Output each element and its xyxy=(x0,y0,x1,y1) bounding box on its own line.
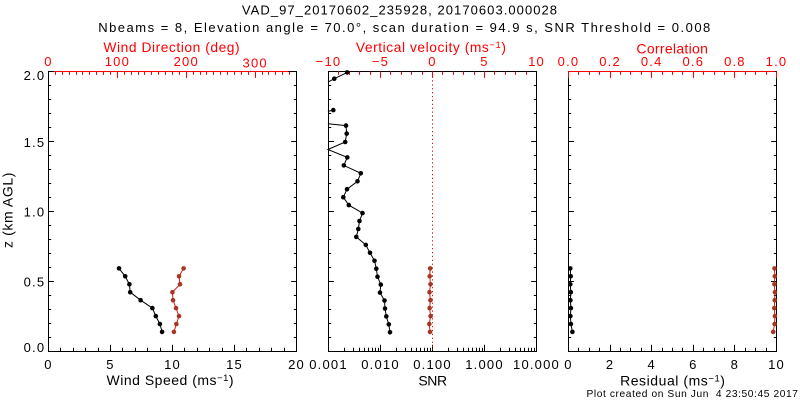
svg-text:20: 20 xyxy=(288,357,305,372)
svg-text:0: 0 xyxy=(428,54,436,69)
svg-text:Correlation: Correlation xyxy=(636,41,708,57)
svg-text:5: 5 xyxy=(106,357,114,372)
svg-text:200: 200 xyxy=(174,54,199,69)
svg-text:300: 300 xyxy=(243,56,268,71)
svg-text:1.5: 1.5 xyxy=(24,135,46,150)
svg-text:8: 8 xyxy=(731,357,739,372)
svg-text:0.001: 0.001 xyxy=(309,357,348,372)
svg-text:10: 10 xyxy=(528,54,545,69)
svg-text:VAD_97_20170602_235928, 201706: VAD_97_20170602_235928, 20170603.000028 xyxy=(242,2,558,17)
svg-text:SNR: SNR xyxy=(418,373,447,389)
svg-text:1.0: 1.0 xyxy=(766,54,788,69)
svg-text:Wind Direction (deg): Wind Direction (deg) xyxy=(103,40,240,55)
svg-text:z (km AGL): z (km AGL) xyxy=(0,172,16,248)
svg-text:0.0: 0.0 xyxy=(24,340,46,355)
svg-text:0.010: 0.010 xyxy=(361,357,400,372)
svg-text:10: 10 xyxy=(164,357,181,372)
svg-text:Vertical velocity (ms−1): Vertical velocity (ms−1) xyxy=(356,40,507,55)
svg-text:1.000: 1.000 xyxy=(465,357,504,372)
svg-text:0.100: 0.100 xyxy=(413,357,452,372)
svg-text:0.0: 0.0 xyxy=(558,54,580,69)
svg-text:0: 0 xyxy=(44,54,52,69)
svg-text:−10: −10 xyxy=(316,54,342,69)
svg-text:Wind Speed (ms−1): Wind Speed (ms−1) xyxy=(107,372,234,388)
svg-text:100: 100 xyxy=(105,54,130,69)
svg-text:0.4: 0.4 xyxy=(641,54,663,69)
svg-text:Plot created on Sun Jun 4 23:: Plot created on Sun Jun 4 23:50:45 2017 xyxy=(586,389,798,400)
svg-text:−5: −5 xyxy=(372,54,389,69)
svg-text:15: 15 xyxy=(226,357,243,372)
svg-text:0: 0 xyxy=(564,357,572,372)
svg-text:0.5: 0.5 xyxy=(24,274,46,289)
svg-text:4: 4 xyxy=(647,357,655,372)
svg-text:0.8: 0.8 xyxy=(724,54,746,69)
svg-text:10: 10 xyxy=(768,357,785,372)
svg-text:0.6: 0.6 xyxy=(682,54,704,69)
svg-text:6: 6 xyxy=(689,357,697,372)
svg-text:Nbeams = 8, Elevation angle =: Nbeams = 8, Elevation angle = 70.0°, sca… xyxy=(98,20,712,35)
svg-text:0.2: 0.2 xyxy=(599,54,621,69)
svg-text:2.0: 2.0 xyxy=(24,68,46,83)
svg-text:10.000: 10.000 xyxy=(513,357,560,372)
svg-text:5: 5 xyxy=(480,54,488,69)
svg-text:1.0: 1.0 xyxy=(24,205,46,220)
svg-text:2: 2 xyxy=(606,357,614,372)
svg-text:0: 0 xyxy=(44,357,52,372)
svg-text:Residual (ms−1): Residual (ms−1) xyxy=(620,372,725,388)
